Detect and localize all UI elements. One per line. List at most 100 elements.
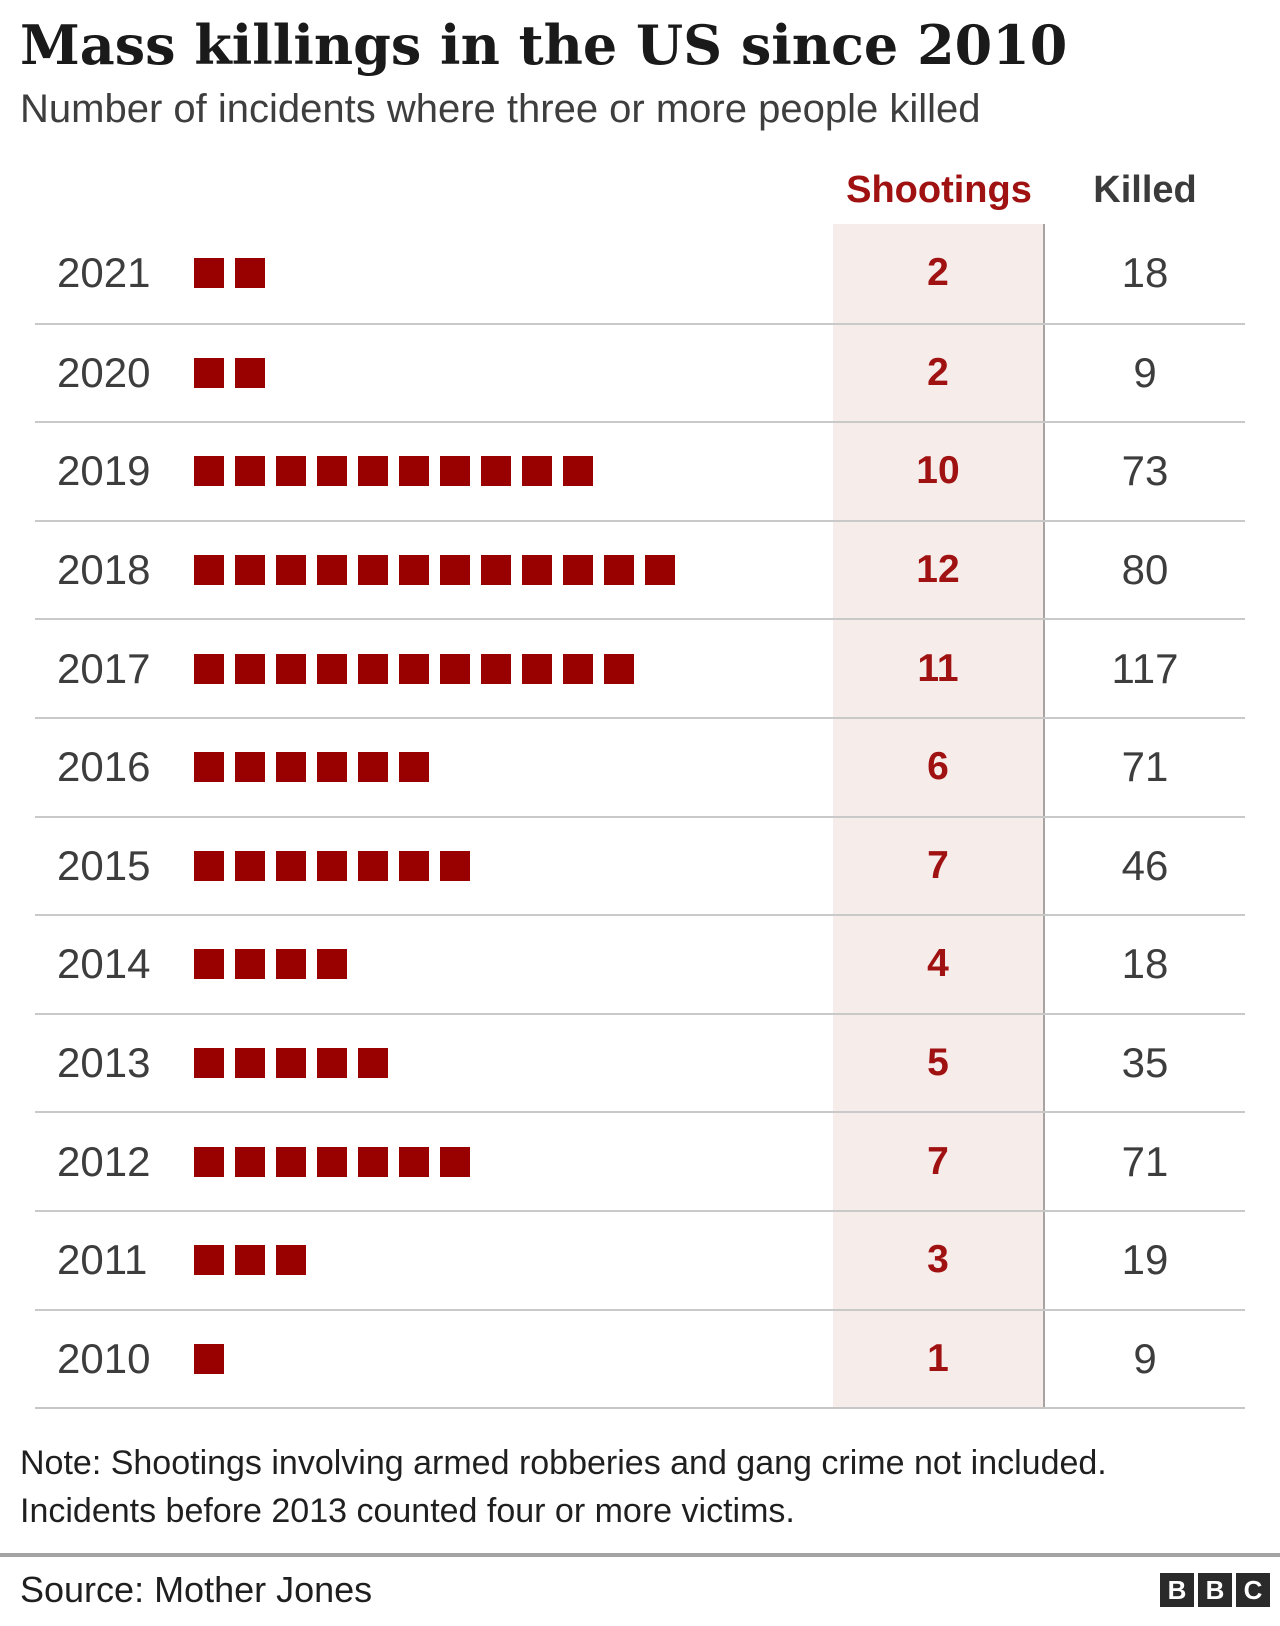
year-label: 2018 (57, 546, 151, 594)
shooting-unit-square (358, 850, 388, 881)
shooting-unit-square (481, 653, 511, 684)
year-row: 2019 10 73 (35, 421, 1245, 520)
chart-rows: 2021 2 18 2020 2 9 2019 10 73 2018 12 80 2017 11 117 20… (35, 224, 1245, 1410)
shooting-unit-square (317, 555, 347, 586)
killed-value: 73 (1121, 447, 1169, 495)
shooting-squares (194, 325, 833, 422)
shooting-unit-square (276, 949, 306, 980)
shooting-unit-square (317, 456, 347, 487)
shooting-unit-square (194, 949, 224, 980)
note-text: Note: Shootings involving armed robberie… (20, 1439, 1260, 1535)
shooting-unit-square (358, 1146, 388, 1177)
year-label: 2019 (57, 447, 151, 495)
year-row: 2011 3 19 (35, 1209, 1245, 1309)
shooting-squares (194, 224, 833, 323)
shooting-unit-square (440, 850, 470, 881)
shooting-unit-square (276, 653, 306, 684)
footer: Source: Mother Jones B B C (0, 1557, 1280, 1611)
shootings-value: 12 (833, 521, 1045, 619)
bbc-logo-letter: B (1198, 1573, 1232, 1608)
year-row: 2017 11 117 (35, 618, 1245, 717)
year-row: 2015 7 46 (35, 815, 1245, 915)
shooting-squares (194, 1311, 833, 1408)
year-label: 2012 (57, 1137, 151, 1185)
shooting-unit-square (276, 1146, 306, 1177)
shooting-unit-square (399, 1146, 429, 1177)
shooting-unit-square (604, 653, 634, 684)
shooting-unit-square (358, 653, 388, 684)
shooting-unit-square (194, 1146, 224, 1177)
killed-value: 19 (1121, 1236, 1169, 1284)
year-row: 2014 4 18 (35, 914, 1245, 1013)
shooting-unit-square (276, 1048, 306, 1079)
shooting-squares (194, 818, 833, 915)
killed-value: 9 (1133, 348, 1157, 396)
shooting-unit-square (194, 752, 224, 783)
shooting-unit-square (317, 850, 347, 881)
shooting-unit-square (563, 456, 593, 487)
shooting-unit-square (317, 653, 347, 684)
shooting-unit-square (194, 850, 224, 881)
shooting-unit-square (440, 653, 470, 684)
shooting-unit-square (317, 1146, 347, 1177)
shooting-unit-square (194, 258, 224, 289)
year-label: 2021 (57, 249, 151, 297)
shootings-value: 7 (833, 1113, 1045, 1210)
year-row: 2020 2 9 (35, 322, 1245, 422)
shooting-unit-square (235, 357, 265, 388)
year-label: 2014 (57, 940, 151, 988)
shooting-unit-square (522, 456, 552, 487)
shooting-unit-square (194, 357, 224, 388)
shooting-unit-square (235, 752, 265, 783)
year-row: 2013 5 35 (35, 1012, 1245, 1112)
shooting-unit-square (194, 555, 224, 586)
shooting-unit-square (399, 653, 429, 684)
source-label: Source: Mother Jones (20, 1569, 373, 1611)
shooting-unit-square (481, 456, 511, 487)
killed-value: 35 (1121, 1039, 1169, 1087)
shooting-unit-square (235, 456, 265, 487)
bbc-logo: B B C (1160, 1573, 1270, 1608)
shooting-unit-square (399, 555, 429, 586)
shootings-value: 3 (833, 1211, 1045, 1309)
shooting-unit-square (194, 1245, 224, 1276)
killed-value: 9 (1133, 1334, 1157, 1382)
shooting-unit-square (440, 1146, 470, 1177)
shooting-unit-square (563, 555, 593, 586)
shooting-unit-square (235, 850, 265, 881)
year-label: 2010 (57, 1334, 151, 1382)
shooting-unit-square (194, 1048, 224, 1079)
year-label: 2015 (57, 841, 151, 889)
shooting-unit-square (399, 850, 429, 881)
shooting-unit-square (440, 555, 470, 586)
shootings-value: 1 (833, 1310, 1045, 1408)
shooting-squares (194, 1212, 833, 1309)
shooting-unit-square (276, 1245, 306, 1276)
shooting-unit-square (440, 456, 470, 487)
killed-value: 46 (1121, 841, 1169, 889)
shooting-unit-square (522, 555, 552, 586)
column-header-shootings: Shootings (846, 169, 1032, 211)
shooting-unit-square (358, 555, 388, 586)
shooting-unit-square (194, 456, 224, 487)
shooting-unit-square (194, 1343, 224, 1374)
shootings-value: 7 (833, 817, 1045, 915)
shootings-value: 4 (833, 916, 1045, 1013)
shooting-unit-square (563, 653, 593, 684)
shooting-unit-square (317, 949, 347, 980)
year-row: 2010 1 9 (35, 1308, 1245, 1408)
page-subtitle: Number of incidents where three or more … (20, 87, 981, 131)
year-row: 2021 2 18 (35, 224, 1245, 323)
shooting-unit-square (276, 456, 306, 487)
killed-value: 117 (1111, 644, 1179, 692)
shooting-unit-square (276, 752, 306, 783)
year-row: 2012 7 71 (35, 1111, 1245, 1210)
shootings-value: 5 (833, 1014, 1045, 1112)
shooting-unit-square (358, 752, 388, 783)
shooting-unit-square (235, 555, 265, 586)
shooting-unit-square (481, 555, 511, 586)
source-divider (0, 1553, 1280, 1558)
shooting-unit-square (604, 555, 634, 586)
shooting-unit-square (522, 653, 552, 684)
shooting-unit-square (235, 653, 265, 684)
